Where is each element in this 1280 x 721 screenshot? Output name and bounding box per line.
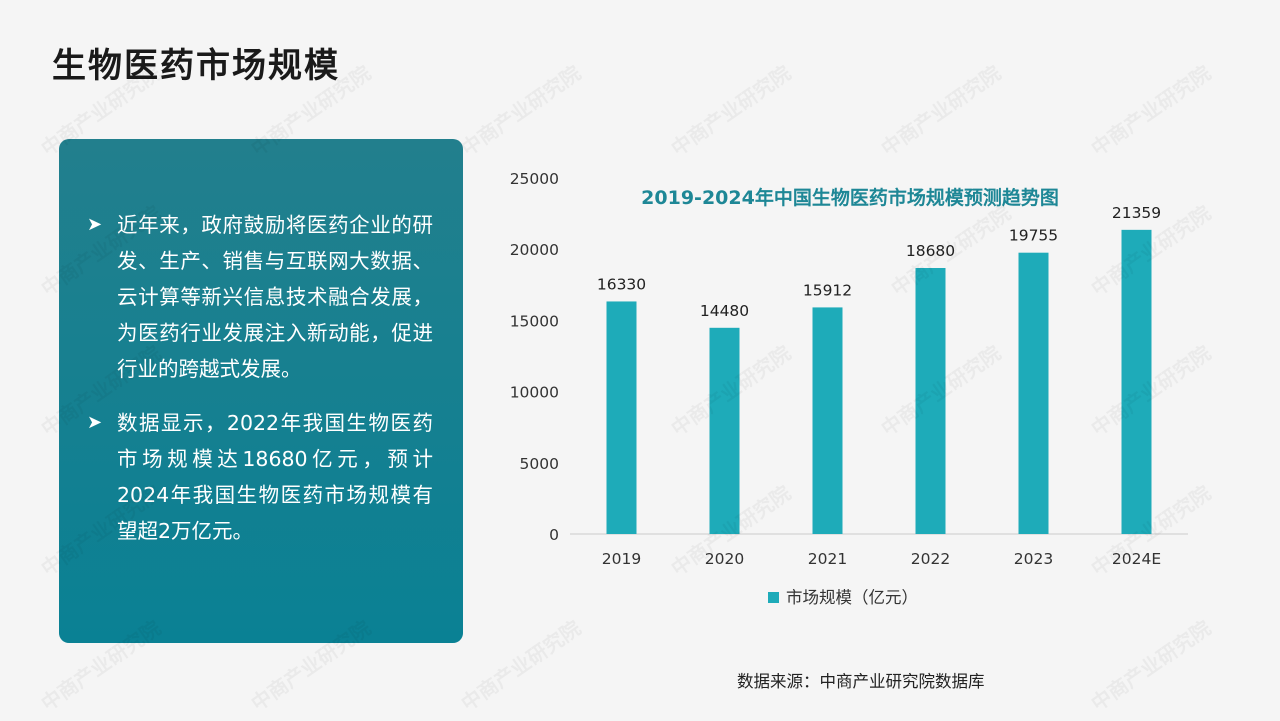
data-label: 19755 <box>1009 227 1058 245</box>
bar-2024E <box>1121 229 1152 534</box>
x-tick-label: 2021 <box>808 550 847 568</box>
bar-chart: 2019-2024年中国生物医药市场规模预测趋势图 0 5000 10000 1500… <box>510 170 1188 607</box>
data-label: 16330 <box>597 275 646 293</box>
legend-swatch <box>768 592 779 603</box>
watermark: 中商产业研究院 <box>454 612 585 716</box>
watermark: 中商产业研究院 <box>1084 612 1215 716</box>
bullet-text: 数据显示，2022年我国生物医药市场规模达18680亿元，预计2024年我国生物… <box>117 411 433 543</box>
x-tick-label: 2022 <box>911 550 950 568</box>
chart-title: 2019-2024年中国生物医药市场规模预测趋势图 <box>641 186 1059 209</box>
bar-2022 <box>915 267 946 534</box>
y-tick-label: 0 <box>549 526 559 544</box>
x-tick-label: 2019 <box>602 550 641 568</box>
data-label: 21359 <box>1112 204 1161 222</box>
source-note: 数据来源：中商产业研究院数据库 <box>737 672 985 691</box>
x-tick-label: 2024E <box>1112 550 1161 568</box>
x-tick-label: 2023 <box>1014 550 1053 568</box>
bullet-item: ➤ 数据显示，2022年我国生物医药市场规模达18680亿元，预计2024年我国… <box>87 405 433 549</box>
data-label: 15912 <box>803 281 852 299</box>
bar-2020 <box>709 327 740 534</box>
bullet-text: 近年来，政府鼓励将医药企业的研发、生产、销售与互联网大数据、云计算等新兴信息技术… <box>117 213 433 381</box>
bar-2019 <box>606 301 637 534</box>
watermark: 中商产业研究院 <box>1084 57 1215 161</box>
arrow-bullet-icon: ➤ <box>87 214 103 235</box>
y-tick-label: 15000 <box>510 312 559 330</box>
watermark: 中商产业研究院 <box>874 57 1005 161</box>
data-label: 18680 <box>906 242 955 260</box>
data-label: 14480 <box>700 302 749 320</box>
y-tick-label: 5000 <box>520 455 559 473</box>
y-tick-label: 25000 <box>510 170 559 188</box>
bar-2023 <box>1018 252 1049 535</box>
legend-label: 市场规模（亿元） <box>786 588 918 607</box>
watermark: 中商产业研究院 <box>454 57 585 161</box>
y-tick-label: 10000 <box>510 384 559 402</box>
x-tick-label: 2020 <box>705 550 744 568</box>
y-tick-label: 20000 <box>510 241 559 259</box>
page-title: 生物医药市场规模 <box>52 46 340 86</box>
bar-2021 <box>812 307 843 534</box>
watermark: 中商产业研究院 <box>664 57 795 161</box>
arrow-bullet-icon: ➤ <box>87 412 103 433</box>
info-panel: ➤ 近年来，政府鼓励将医药企业的研发、生产、销售与互联网大数据、云计算等新兴信息… <box>59 139 463 643</box>
bullet-item: ➤ 近年来，政府鼓励将医药企业的研发、生产、销售与互联网大数据、云计算等新兴信息… <box>87 207 433 387</box>
